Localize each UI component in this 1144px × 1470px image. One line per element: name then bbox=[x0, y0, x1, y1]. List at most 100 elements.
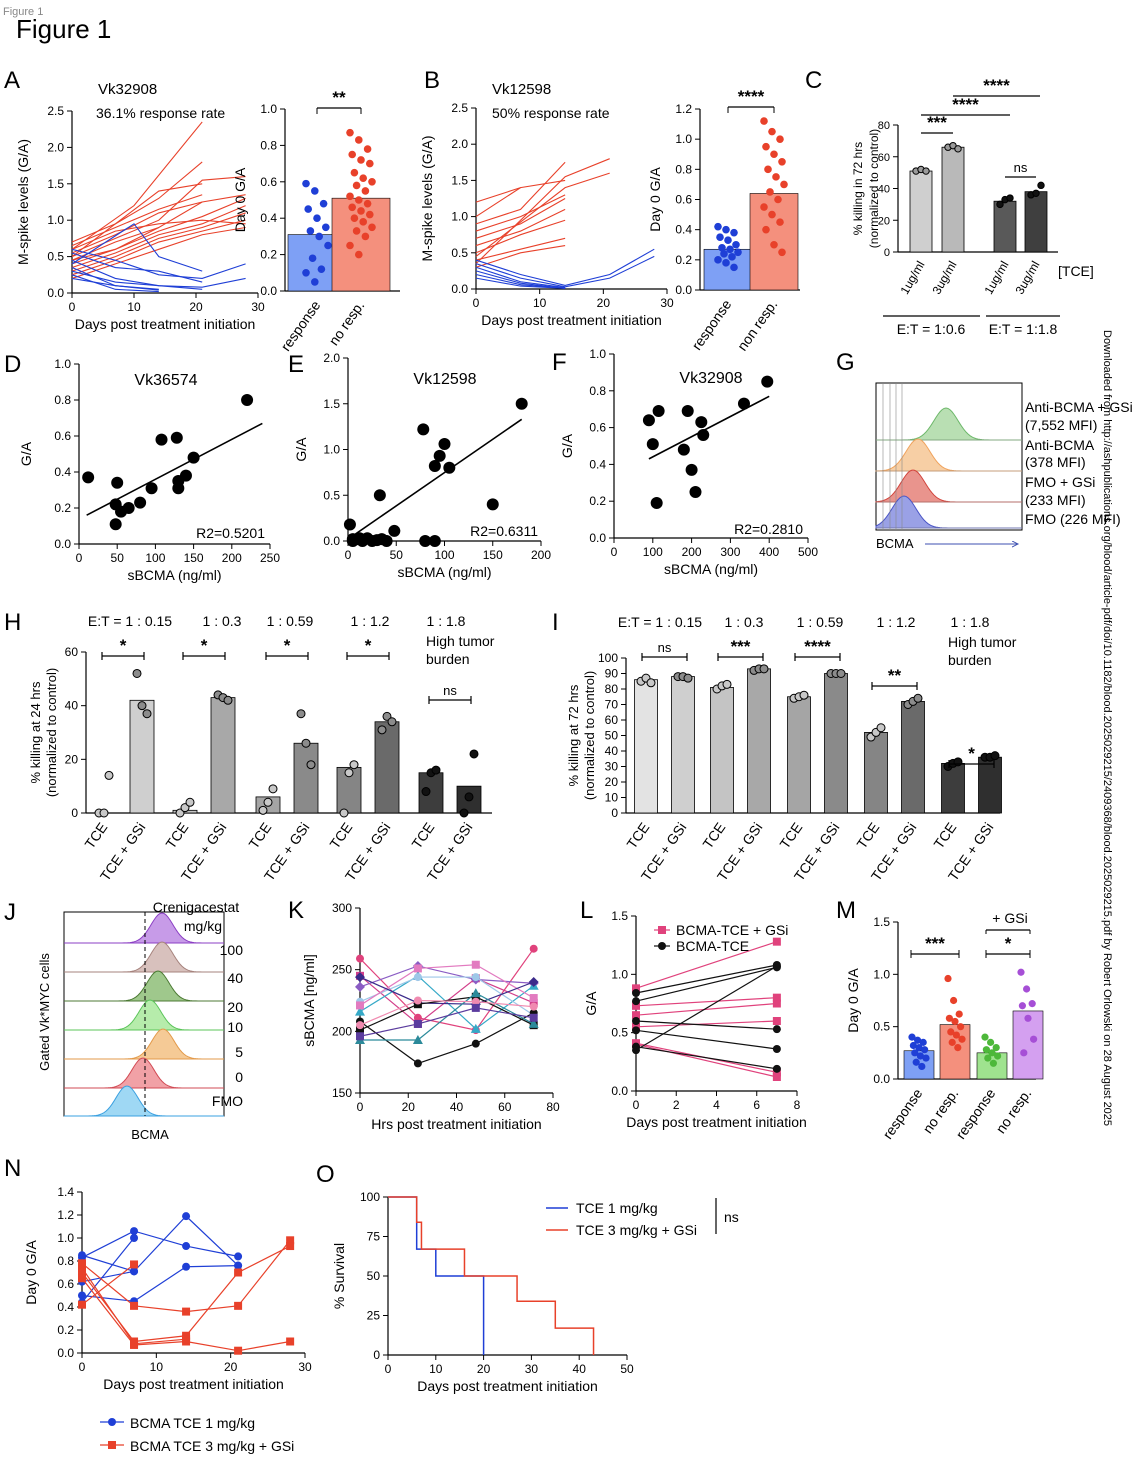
data-point bbox=[180, 803, 190, 813]
series-line bbox=[71, 277, 159, 291]
data-point bbox=[764, 165, 772, 174]
y-tick-label: 0.8 bbox=[675, 162, 692, 176]
x-tick-label: 40 bbox=[573, 1362, 587, 1376]
legend-label: BCMA-TCE + GSi bbox=[676, 922, 788, 938]
data-point bbox=[306, 227, 315, 235]
x-tick-label: 100 bbox=[145, 551, 165, 565]
data-point bbox=[772, 1064, 781, 1073]
histogram-label: FMO (226 MFI) bbox=[1025, 511, 1121, 527]
category-label: no resp. bbox=[325, 298, 367, 349]
data-point bbox=[308, 254, 317, 263]
category-label: TCE bbox=[699, 820, 728, 852]
y-tick-label: 1.5 bbox=[323, 397, 340, 411]
x-axis-title: sBCMA (ng/ml) bbox=[397, 564, 491, 580]
data-point bbox=[762, 142, 770, 151]
data-point bbox=[760, 203, 768, 211]
data-point bbox=[988, 1049, 996, 1057]
data-point bbox=[876, 723, 886, 733]
x-axis-title: BCMA bbox=[131, 1127, 169, 1142]
data-point bbox=[352, 227, 361, 235]
data-point bbox=[346, 128, 354, 137]
series-line bbox=[635, 1029, 777, 1050]
y-tick-label: 100 bbox=[360, 1190, 380, 1204]
data-point bbox=[944, 974, 952, 983]
data-point bbox=[730, 228, 738, 237]
series-line bbox=[635, 1002, 777, 1016]
bar bbox=[993, 200, 1017, 253]
y-axis-title: G/A bbox=[18, 441, 34, 466]
bar bbox=[710, 687, 734, 814]
x-tick-label: 30 bbox=[525, 1362, 539, 1376]
data-point bbox=[355, 250, 363, 259]
x-tick-label: 40 bbox=[450, 1100, 464, 1114]
data-point bbox=[78, 1263, 86, 1272]
series-line bbox=[71, 219, 246, 250]
gsi-label: + GSi bbox=[992, 910, 1027, 926]
data-point bbox=[958, 1035, 966, 1043]
series-line bbox=[359, 1012, 534, 1065]
bar bbox=[703, 248, 753, 291]
data-point bbox=[78, 1251, 86, 1260]
series-line bbox=[71, 201, 203, 254]
x-tick-label: 50 bbox=[111, 551, 125, 565]
y-tick-label: 40 bbox=[878, 184, 890, 196]
figure-title: Figure 1 bbox=[16, 14, 111, 44]
regression-line bbox=[347, 418, 523, 540]
category-label: TCE bbox=[326, 820, 355, 852]
data-point bbox=[388, 524, 401, 537]
y-tick-label: 2.0 bbox=[323, 351, 340, 365]
data-point bbox=[179, 469, 192, 482]
y-tick-label: 0.6 bbox=[57, 1277, 74, 1291]
bar bbox=[864, 732, 888, 814]
data-point bbox=[302, 269, 310, 277]
x-tick-label: 150 bbox=[483, 548, 503, 562]
data-point bbox=[652, 405, 665, 418]
series-line bbox=[635, 941, 778, 989]
data-point bbox=[772, 1025, 781, 1034]
data-point bbox=[182, 1335, 191, 1344]
data-point bbox=[130, 1339, 139, 1348]
panel-letter: O bbox=[316, 1161, 335, 1188]
data-point bbox=[350, 168, 359, 177]
data-point bbox=[772, 1017, 781, 1025]
data-point bbox=[234, 1252, 243, 1261]
data-point bbox=[529, 1013, 538, 1022]
data-point bbox=[78, 1300, 86, 1309]
series-line bbox=[475, 237, 566, 261]
data-point bbox=[382, 711, 392, 721]
data-point bbox=[130, 1234, 139, 1242]
y-tick-label: 60 bbox=[65, 645, 79, 659]
category-label: TCE bbox=[162, 820, 191, 852]
data-point bbox=[471, 997, 480, 1006]
y-tick-label: 10 bbox=[605, 791, 619, 805]
y-tick-label: 0.8 bbox=[589, 384, 606, 398]
data-point bbox=[770, 150, 778, 159]
category-label: TCE bbox=[930, 820, 959, 852]
series-line bbox=[635, 1043, 778, 1078]
histogram-frame bbox=[875, 382, 1023, 531]
data-point bbox=[716, 233, 724, 242]
y-tick-label: 20 bbox=[605, 775, 619, 789]
data-point bbox=[296, 709, 306, 719]
data-point bbox=[768, 210, 776, 219]
y-tick-label: 2.0 bbox=[451, 137, 468, 151]
data-point bbox=[356, 1001, 364, 1010]
category-label: TCE bbox=[853, 820, 882, 852]
data-point bbox=[373, 489, 386, 502]
data-point bbox=[953, 757, 963, 767]
data-point bbox=[994, 1052, 1002, 1060]
data-point bbox=[987, 1038, 995, 1046]
data-point bbox=[632, 1017, 640, 1025]
data-point bbox=[380, 535, 393, 547]
group-note: High tumor bbox=[426, 633, 495, 649]
y-axis-title: G/A bbox=[559, 433, 575, 458]
significance-label: * bbox=[201, 636, 208, 655]
x-tick-label: 10 bbox=[150, 1360, 164, 1374]
histogram-label: Anti-BCMA bbox=[1025, 437, 1095, 453]
series-line bbox=[71, 212, 246, 272]
data-point bbox=[918, 1062, 926, 1071]
histogram-peak bbox=[64, 1057, 224, 1089]
x-tick-label: 10 bbox=[127, 300, 141, 314]
x-tick-label: 200 bbox=[682, 545, 702, 559]
data-point bbox=[182, 1212, 191, 1221]
